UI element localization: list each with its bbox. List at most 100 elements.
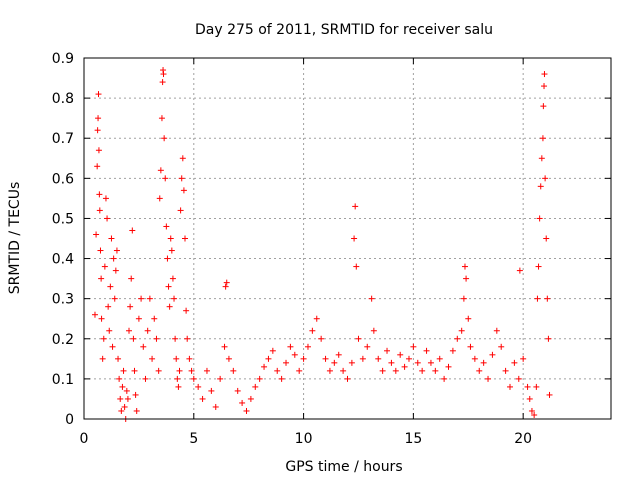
data-point (183, 307, 190, 314)
data-point (318, 335, 325, 342)
data-point (460, 295, 467, 302)
y-tick-label: 0.7 (52, 131, 74, 147)
data-point (524, 383, 531, 390)
data-point (106, 327, 113, 334)
data-point (300, 355, 307, 362)
data-point (463, 275, 470, 282)
data-point (132, 391, 139, 398)
x-tick-label: 0 (80, 431, 89, 447)
data-point (133, 407, 140, 414)
y-tick-label: 0.9 (52, 51, 74, 67)
data-point (95, 115, 102, 122)
data-point (144, 327, 151, 334)
data-point (287, 343, 294, 350)
data-point (156, 195, 163, 202)
data-point (461, 263, 468, 270)
data-point (392, 367, 399, 374)
data-point (538, 155, 545, 162)
data-point (142, 375, 149, 382)
data-point (203, 367, 210, 374)
data-point (322, 355, 329, 362)
y-tick-label: 0.2 (52, 332, 74, 348)
axis-tick-labels: 0 0.1 0.2 0.3 0.4 0.5 0.6 0.7 0.8 0.9 0 5 10 15 20 (52, 51, 532, 447)
data-point (351, 235, 358, 242)
data-point (178, 175, 185, 182)
y-tick-label: 0.6 (52, 171, 74, 187)
data-point (423, 347, 430, 354)
data-point (225, 355, 232, 362)
data-point (115, 355, 122, 362)
data-point (190, 375, 197, 382)
data-point (506, 383, 513, 390)
data-point (388, 359, 395, 366)
data-point (107, 283, 114, 290)
data-point (171, 295, 178, 302)
data-point (359, 355, 366, 362)
data-point (511, 359, 518, 366)
data-point (119, 383, 126, 390)
data-point (541, 83, 548, 90)
data-point (419, 367, 426, 374)
data-point (539, 135, 546, 142)
data-point (123, 387, 130, 394)
data-point (476, 367, 483, 374)
data-point (544, 295, 551, 302)
data-point (149, 355, 156, 362)
data-point (414, 359, 421, 366)
data-points (91, 67, 553, 422)
data-point (467, 343, 474, 350)
data-point (99, 355, 106, 362)
data-point (313, 315, 320, 322)
y-tick-label: 0.3 (52, 292, 74, 308)
data-point (105, 303, 112, 310)
data-point (100, 335, 107, 342)
y-tick-label: 0.8 (52, 91, 74, 107)
data-point (199, 395, 206, 402)
data-point (515, 375, 522, 382)
data-point (432, 367, 439, 374)
data-point (151, 315, 158, 322)
data-point (157, 167, 164, 174)
data-point (112, 267, 119, 274)
data-point (96, 207, 103, 214)
data-point (355, 335, 362, 342)
data-point (405, 355, 412, 362)
data-point (261, 363, 268, 370)
data-point (117, 395, 124, 402)
data-point (140, 343, 147, 350)
data-point (167, 235, 174, 242)
data-point (352, 203, 359, 210)
data-point (370, 327, 377, 334)
data-point (94, 163, 101, 170)
axis-ticks (83, 57, 611, 420)
data-point (304, 343, 311, 350)
y-tick-label: 0.1 (52, 372, 74, 388)
data-point (309, 327, 316, 334)
data-point (180, 187, 187, 194)
data-point (427, 359, 434, 366)
data-point (217, 375, 224, 382)
data-point (98, 315, 105, 322)
data-point (222, 283, 229, 290)
data-point (531, 411, 538, 418)
data-point (537, 183, 544, 190)
data-point (168, 247, 175, 254)
plot-frame (83, 57, 612, 420)
data-point (326, 367, 333, 374)
data-point (172, 335, 179, 342)
data-point (109, 343, 116, 350)
data-point (274, 367, 281, 374)
grid-lines (84, 58, 611, 419)
data-point (179, 155, 186, 162)
data-point (335, 351, 342, 358)
data-point (97, 247, 104, 254)
data-point (384, 347, 391, 354)
data-point (247, 395, 254, 402)
data-point (155, 367, 162, 374)
data-point (368, 295, 375, 302)
x-tick-label: 10 (295, 431, 313, 447)
data-point (291, 351, 298, 358)
data-point (111, 295, 118, 302)
data-point (543, 235, 550, 242)
